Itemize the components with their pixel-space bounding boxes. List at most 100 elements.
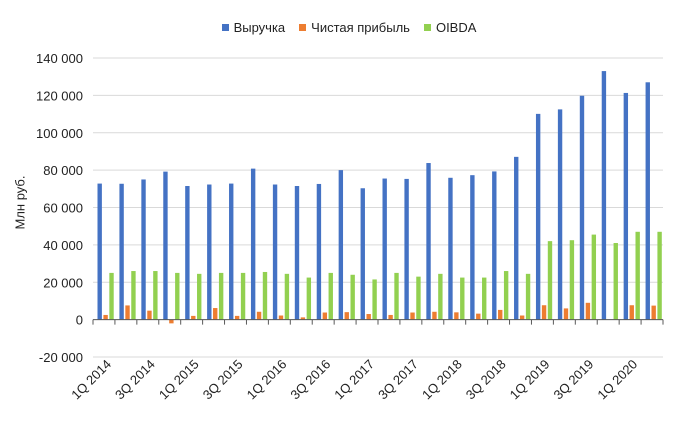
bar-1-3 xyxy=(169,319,174,324)
bar-0-11 xyxy=(338,170,344,320)
bar-0-23 xyxy=(601,71,607,320)
bar-1-12 xyxy=(366,314,371,320)
bar-0-20 xyxy=(535,113,541,320)
x-tick-label: 3Q 2014 xyxy=(112,357,158,403)
bar-2-10 xyxy=(328,272,333,320)
bar-0-2 xyxy=(141,179,146,320)
bar-0-16 xyxy=(448,177,453,320)
bar-0-13 xyxy=(382,178,387,320)
x-tick-label: 3Q 2019 xyxy=(551,357,597,403)
legend-label-net-profit: Чистая прибыль xyxy=(311,20,410,35)
x-tick-label: 3Q 2016 xyxy=(287,357,333,403)
bar-2-2 xyxy=(153,271,158,320)
bar-1-14 xyxy=(410,312,415,320)
legend-label-oibda: OIBDA xyxy=(435,20,477,35)
x-tick-label: 3Q 2017 xyxy=(375,357,421,403)
bar-0-19 xyxy=(514,156,519,320)
bar-2-4 xyxy=(197,273,202,320)
x-tick-label: 1Q 2018 xyxy=(419,357,465,403)
bar-1-13 xyxy=(388,314,393,320)
bar-1-7 xyxy=(256,311,262,320)
x-tick-label: 1Q 2017 xyxy=(331,357,377,403)
bar-1-19 xyxy=(519,315,525,320)
bar-2-16 xyxy=(460,277,465,320)
bar-0-25 xyxy=(645,82,650,320)
bar-1-20 xyxy=(541,305,547,320)
bar-1-11 xyxy=(344,312,349,320)
bar-1-17 xyxy=(476,313,481,320)
bar-2-3 xyxy=(175,272,180,320)
y-tick-label: 140 000 xyxy=(36,51,83,66)
bar-2-1 xyxy=(131,271,136,320)
y-tick-label: 0 xyxy=(76,313,83,328)
bar-0-0 xyxy=(97,183,102,320)
bar-2-5 xyxy=(218,272,224,320)
bar-1-1 xyxy=(125,305,130,320)
bar-2-15 xyxy=(438,273,443,320)
x-tick-label: 1Q 2015 xyxy=(156,357,202,403)
bar-0-9 xyxy=(294,186,300,320)
bar-2-23 xyxy=(613,243,618,320)
bar-0-17 xyxy=(470,175,475,320)
bar-1-22 xyxy=(585,302,591,320)
y-tick-label: 80 000 xyxy=(43,163,83,178)
x-tick-label: 1Q 2020 xyxy=(594,357,640,403)
bar-2-14 xyxy=(416,276,421,320)
bar-1-24 xyxy=(629,305,634,320)
y-tick-label: 100 000 xyxy=(36,126,83,141)
bar-2-25 xyxy=(657,231,662,320)
bar-0-15 xyxy=(426,163,431,320)
bar-1-0 xyxy=(103,314,108,320)
bar-2-8 xyxy=(284,273,290,320)
bar-0-7 xyxy=(250,168,256,320)
bar-2-22 xyxy=(591,234,597,320)
x-tick-label: 3Q 2018 xyxy=(463,357,509,403)
legend-item-revenue: Выручка xyxy=(221,20,286,35)
bar-1-18 xyxy=(498,309,503,320)
bar-2-17 xyxy=(482,277,487,320)
bar-2-11 xyxy=(350,274,355,320)
bar-0-5 xyxy=(207,184,212,320)
bar-1-16 xyxy=(454,312,459,320)
bar-2-12 xyxy=(372,279,377,320)
bar-2-24 xyxy=(635,231,640,320)
bar-1-2 xyxy=(147,310,152,320)
bar-0-14 xyxy=(404,178,409,320)
bar-2-20 xyxy=(547,241,553,320)
chart-legend: Выручка Чистая прибыль OIBDA xyxy=(0,20,698,35)
y-tick-label: 60 000 xyxy=(43,201,83,216)
legend-swatch-oibda xyxy=(423,24,431,31)
bar-0-8 xyxy=(272,184,278,320)
bar-0-10 xyxy=(316,183,322,320)
bar-2-13 xyxy=(394,272,399,320)
legend-label-revenue: Выручка xyxy=(233,20,286,35)
bar-0-21 xyxy=(557,109,563,320)
bar-0-18 xyxy=(492,171,497,320)
bar-2-18 xyxy=(503,271,509,320)
legend-swatch-revenue xyxy=(221,24,229,31)
bar-1-8 xyxy=(278,315,284,320)
bar-0-1 xyxy=(119,183,124,320)
y-tick-label: 40 000 xyxy=(43,238,83,253)
bar-1-15 xyxy=(432,311,437,320)
bar-1-6 xyxy=(234,315,240,320)
bar-1-21 xyxy=(563,308,569,320)
bar-1-25 xyxy=(651,305,656,320)
bar-0-12 xyxy=(360,188,365,320)
bar-1-4 xyxy=(191,315,196,320)
y-tick-label: -20 000 xyxy=(39,350,83,365)
bar-1-10 xyxy=(322,312,328,320)
bar-0-4 xyxy=(185,186,190,320)
x-tick-label: 1Q 2019 xyxy=(507,357,553,403)
x-tick-label: 1Q 2016 xyxy=(244,357,290,403)
legend-item-net-profit: Чистая прибыль xyxy=(299,20,410,35)
bar-0-24 xyxy=(623,92,629,320)
legend-swatch-net-profit xyxy=(299,24,307,31)
bar-0-3 xyxy=(163,171,168,320)
bar-2-7 xyxy=(262,271,268,320)
y-tick-label: 20 000 xyxy=(43,275,83,290)
bar-2-6 xyxy=(240,272,246,320)
bar-1-5 xyxy=(213,308,218,320)
legend-item-oibda: OIBDA xyxy=(423,20,477,35)
bar-2-0 xyxy=(109,272,114,320)
